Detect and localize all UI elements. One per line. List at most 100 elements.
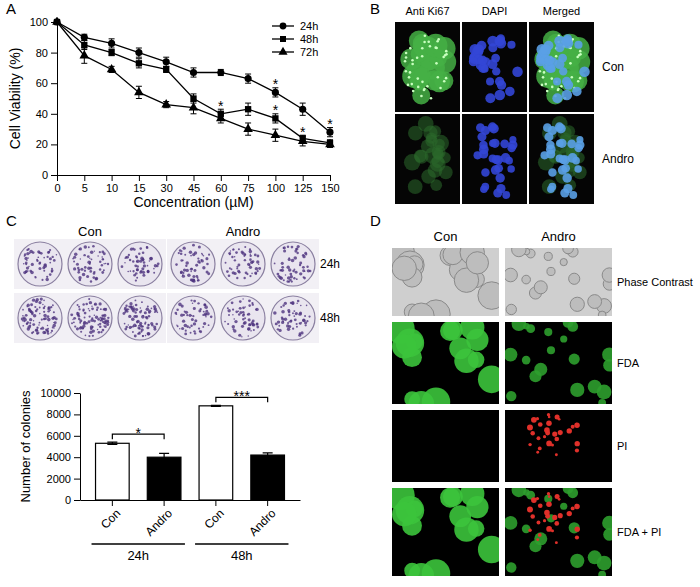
colony	[41, 279, 43, 281]
cell-outline	[466, 252, 488, 274]
colony	[89, 258, 90, 259]
colony	[90, 280, 92, 282]
annotation: *	[327, 116, 333, 132]
colony	[43, 300, 45, 302]
live-cell	[408, 391, 434, 404]
tick-label: 4000	[47, 451, 71, 463]
tick-mark	[303, 175, 304, 181]
colony	[36, 333, 38, 335]
colony	[226, 270, 229, 273]
colony	[28, 308, 31, 311]
plot-area	[96, 405, 285, 500]
colony	[73, 317, 76, 320]
ki67-speck	[420, 95, 423, 98]
colony	[36, 260, 38, 262]
dead-cell	[552, 432, 557, 437]
colony	[287, 276, 290, 279]
error-bar	[163, 66, 169, 72]
colony	[80, 331, 82, 333]
nucleus	[574, 165, 581, 172]
colony	[295, 271, 298, 274]
colony	[198, 309, 201, 312]
colony	[35, 300, 38, 303]
colony	[99, 260, 101, 262]
dead-cell	[527, 506, 533, 512]
bar	[96, 443, 130, 500]
nucleus	[505, 87, 515, 97]
colony	[184, 254, 186, 256]
axis-line	[80, 394, 81, 501]
colony	[103, 325, 104, 326]
live-cell	[408, 563, 434, 576]
colony	[121, 265, 124, 268]
ki67-speck	[421, 81, 424, 84]
colony	[182, 259, 184, 261]
colony	[232, 308, 234, 310]
dead-cell	[558, 430, 563, 435]
colony	[70, 313, 73, 316]
nucleus	[572, 157, 580, 165]
colony	[200, 259, 202, 261]
annotation: *	[136, 425, 142, 441]
colony	[142, 335, 144, 337]
series-line	[57, 22, 330, 143]
cell-stain	[408, 126, 423, 141]
nucleus	[478, 56, 488, 66]
dead-cell	[575, 535, 579, 539]
column-label: Con	[78, 224, 102, 239]
row-label: Con	[602, 60, 624, 74]
nucleus	[479, 149, 488, 158]
colony	[283, 250, 286, 253]
live-cell	[588, 380, 602, 394]
colony	[281, 266, 284, 269]
dish	[68, 296, 112, 340]
colony	[190, 332, 192, 334]
colony	[243, 277, 245, 279]
marker	[325, 139, 335, 147]
ki67-speck	[435, 47, 438, 50]
annotation: *	[273, 76, 279, 92]
tick-label: 150	[321, 182, 339, 194]
colony	[199, 262, 201, 264]
colony	[278, 325, 280, 327]
marker	[161, 99, 171, 107]
colony	[92, 335, 94, 337]
legend: 24h48h72h	[272, 20, 318, 58]
colony	[244, 254, 246, 256]
colony	[104, 308, 107, 311]
colony	[73, 321, 75, 323]
error-bar	[211, 405, 221, 406]
tick-mark	[51, 114, 57, 115]
marker	[81, 42, 87, 48]
micrograph	[462, 114, 527, 204]
tick: 125	[294, 175, 312, 194]
nucleus	[491, 165, 500, 174]
colony	[202, 266, 205, 269]
error-bar	[107, 442, 117, 444]
tick: 10000	[40, 387, 80, 399]
dead-cell	[552, 515, 557, 520]
image-background	[392, 410, 499, 482]
ki67-speck	[409, 47, 412, 50]
live-cell	[443, 322, 463, 340]
colony	[296, 326, 298, 328]
tick-label: 30	[161, 182, 173, 194]
tick-label: 2000	[47, 473, 71, 485]
tick-mark	[74, 457, 80, 458]
dead-cell	[571, 506, 575, 510]
colony	[304, 315, 306, 317]
colony	[283, 279, 285, 281]
colony	[101, 271, 104, 274]
colony	[37, 327, 39, 329]
colony	[46, 276, 48, 278]
live-cell	[560, 503, 567, 510]
colony	[227, 323, 229, 325]
panel-d: ConAndroPhase ContrastFDAPIFDA + PI	[385, 229, 693, 587]
colony	[242, 306, 245, 309]
tick: 0	[54, 175, 60, 194]
colony	[238, 248, 240, 250]
marker	[134, 87, 144, 95]
colony	[25, 263, 27, 265]
colony	[99, 325, 102, 328]
colony	[291, 259, 295, 263]
